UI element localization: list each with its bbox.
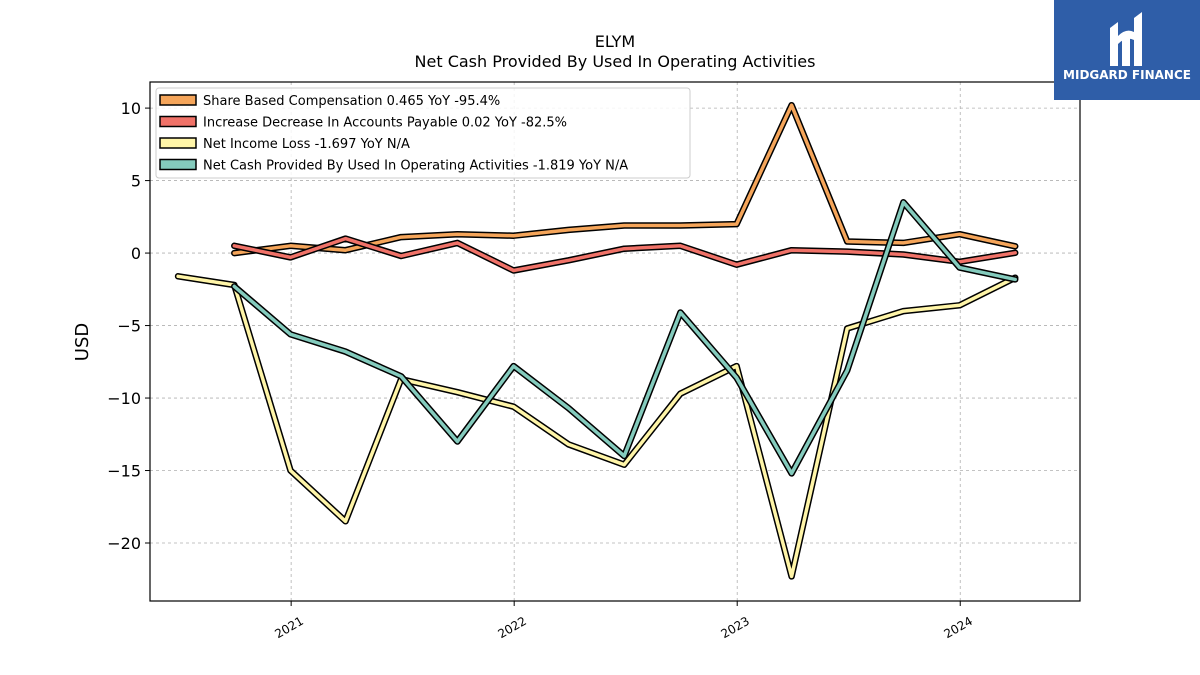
plot-frame — [149, 81, 1081, 602]
legend-swatch — [159, 115, 197, 128]
series-line — [232, 200, 1017, 476]
y-tick-label: −5 — [117, 317, 141, 336]
brand-logo: MIDGARD FINANCE — [1054, 0, 1200, 100]
series-line-outline — [174, 273, 1019, 580]
y-axis-label: USD — [72, 323, 93, 361]
legend-swatch — [159, 158, 197, 171]
y-tick-label: −20 — [107, 534, 141, 553]
x-tick-label: 2024 — [942, 614, 975, 641]
legend-swatch — [159, 94, 197, 106]
series-layer — [174, 101, 1019, 580]
series-3 — [174, 273, 1019, 580]
x-tick-label: 2022 — [495, 614, 528, 641]
chart-subtitle: Net Cash Provided By Used In Operating A… — [414, 52, 816, 71]
legend-entry: Share Based Compensation 0.465 YoY -95.4… — [203, 94, 500, 109]
legend-entry: Increase Decrease In Accounts Payable 0.… — [203, 116, 567, 131]
brand-logo-icon — [1110, 12, 1142, 66]
x-tick-label: 2023 — [718, 614, 751, 641]
legend-entry: Net Income Loss -1.697 YoY N/A — [203, 137, 410, 152]
y-tick-label: 0 — [131, 244, 141, 263]
series-line — [176, 274, 1017, 579]
legend-swatch — [159, 137, 197, 149]
y-tick-label: −10 — [107, 389, 141, 408]
x-tick-label: 2021 — [272, 614, 305, 641]
series-4 — [231, 199, 1019, 477]
grid-lines — [150, 82, 1080, 601]
y-tick-label: 10 — [121, 99, 141, 118]
legend-entry: Net Cash Provided By Used In Operating A… — [203, 159, 628, 174]
chart-title: ELYM — [594, 32, 636, 51]
y-tick-label: 5 — [131, 172, 141, 191]
brand-name: MIDGARD FINANCE — [1063, 68, 1191, 82]
y-tick-label: −15 — [107, 462, 141, 481]
legend-box — [155, 87, 691, 179]
legend: Share Based Compensation 0.465 YoY -95.4… — [155, 87, 691, 179]
